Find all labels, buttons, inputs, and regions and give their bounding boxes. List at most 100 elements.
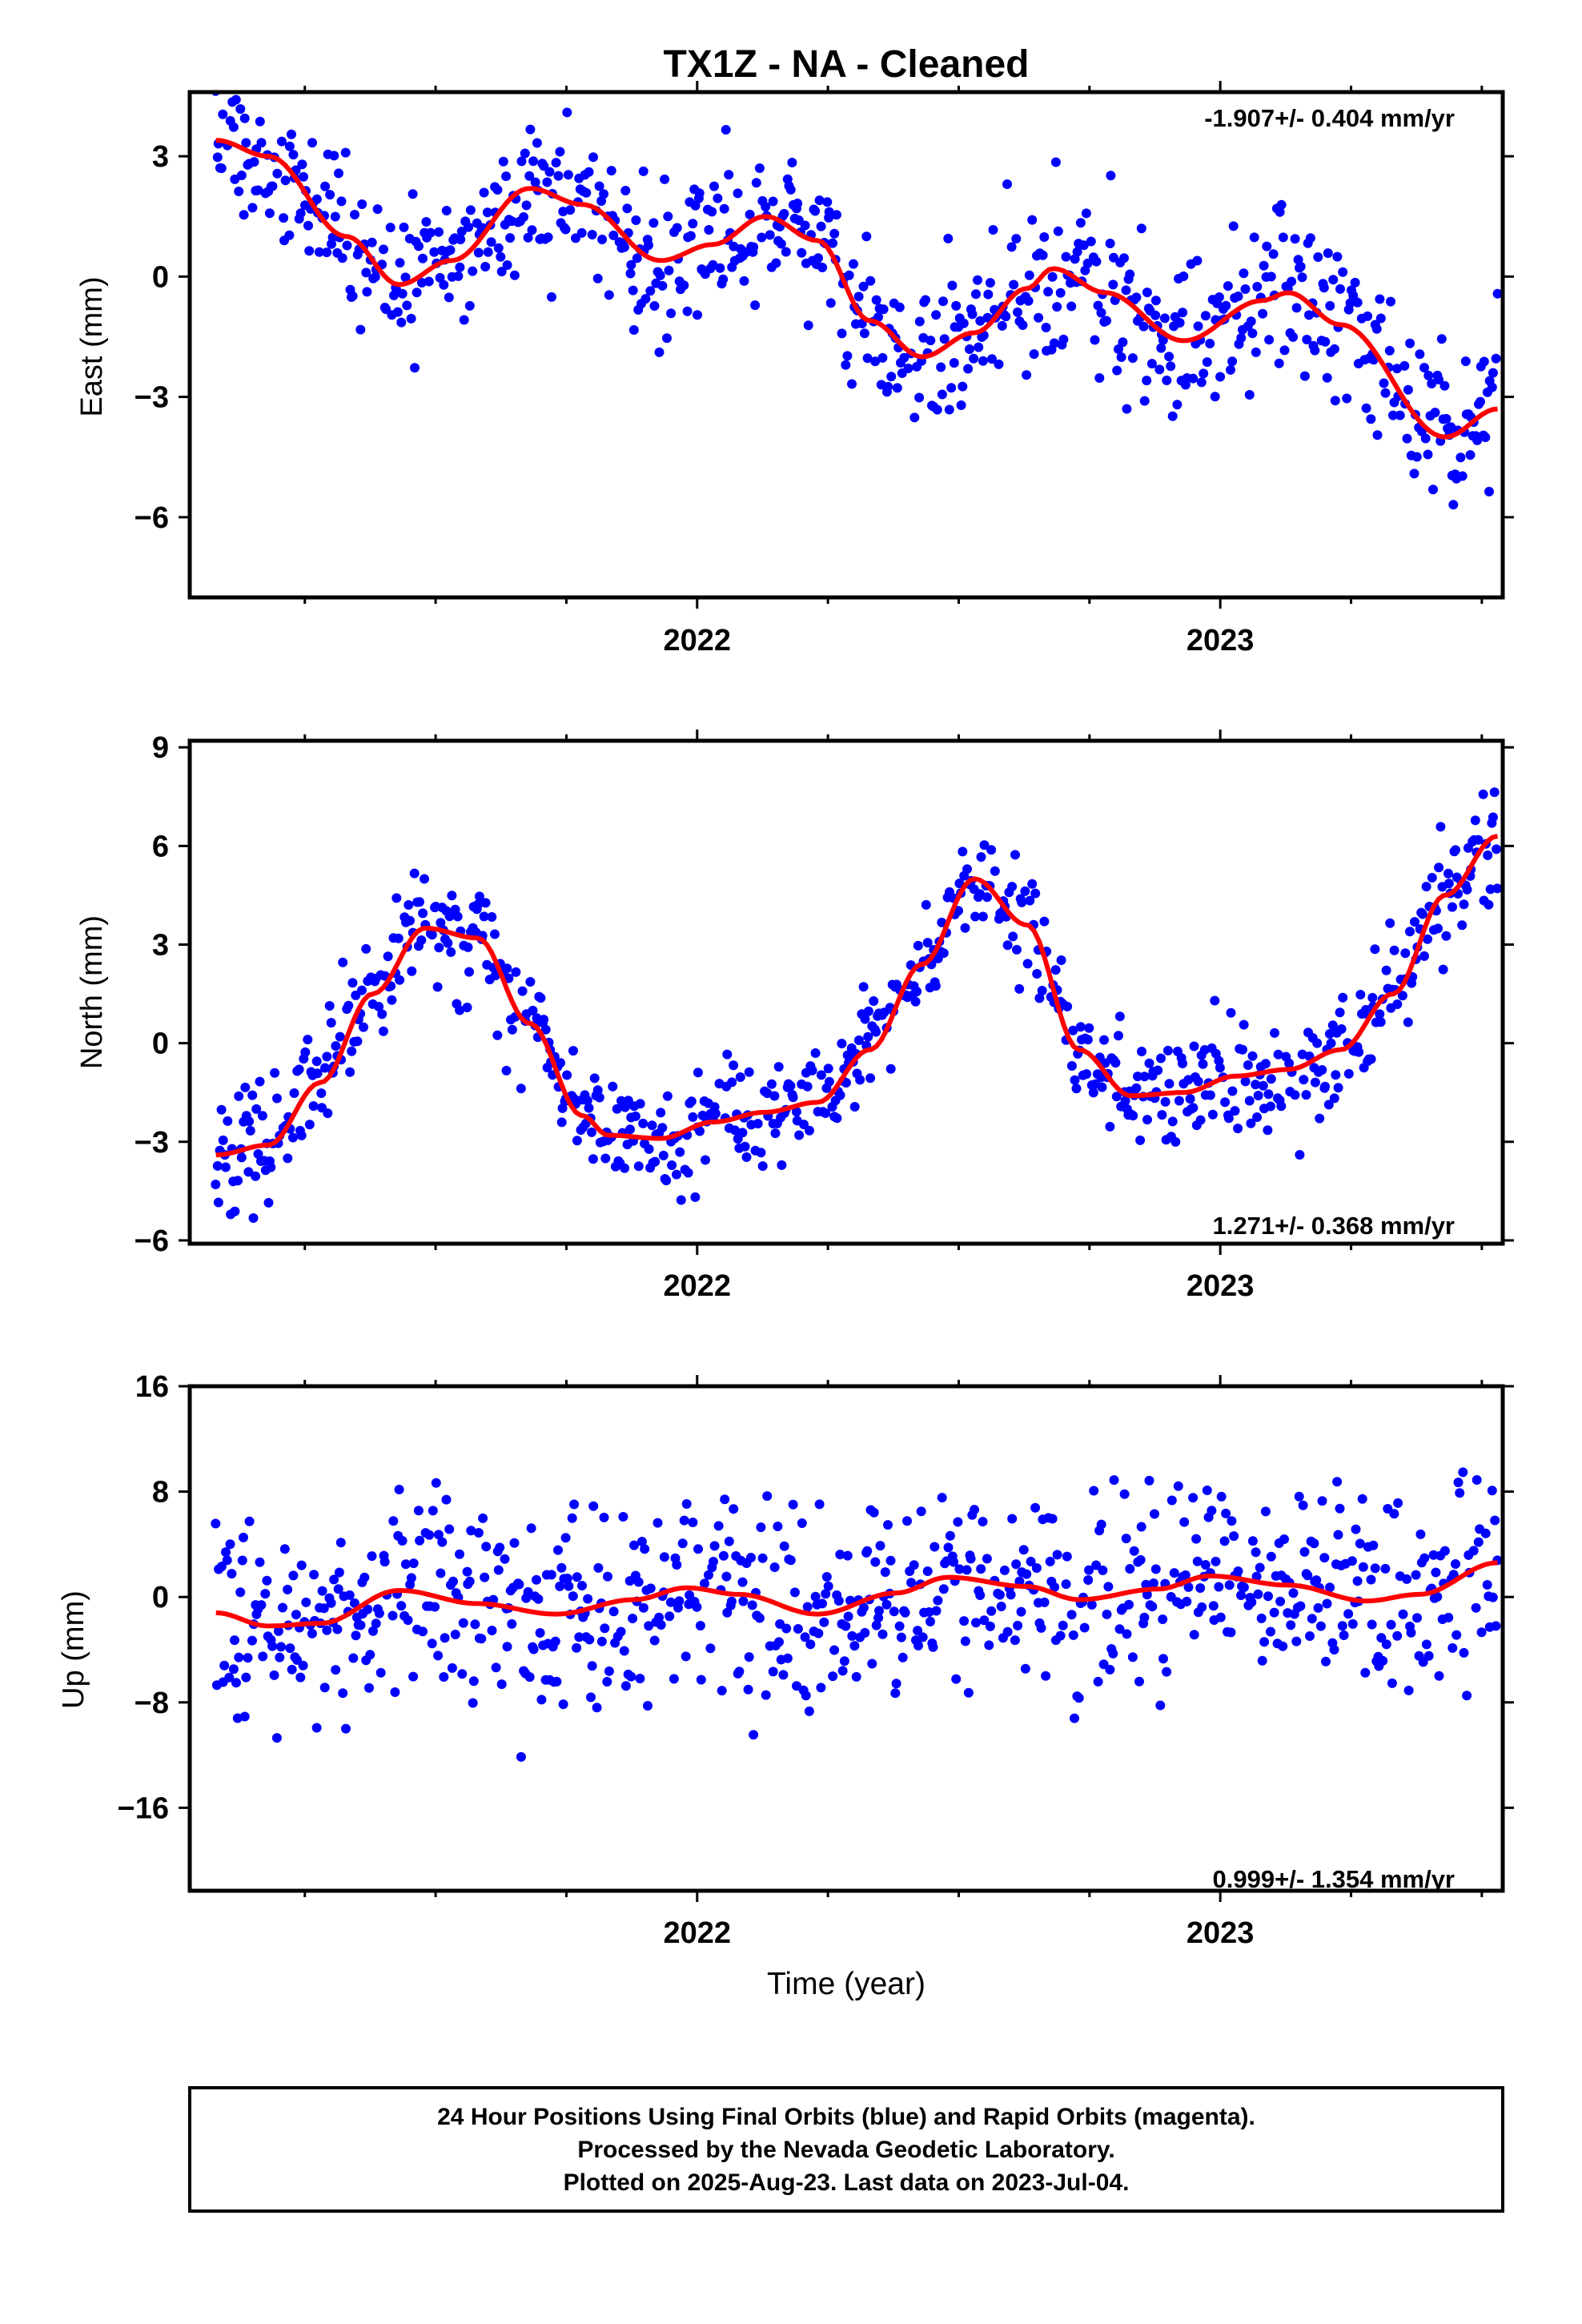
north-data-point <box>1012 944 1022 955</box>
up-data-point <box>704 1570 713 1580</box>
up-data-point <box>1295 1601 1306 1611</box>
up-data-point <box>1286 1620 1296 1630</box>
north-data-point <box>266 1162 276 1172</box>
up-data-point <box>448 1576 458 1586</box>
east-data-point <box>456 235 466 244</box>
east-data-point <box>997 320 1007 331</box>
up-data-point <box>1192 1556 1203 1566</box>
up-data-point <box>874 1606 884 1616</box>
north-data-point <box>638 1118 648 1128</box>
east-data-point <box>918 332 929 343</box>
up-data-point <box>1317 1496 1327 1506</box>
x-axis-label: Time (year) <box>767 1967 926 2001</box>
east-ytick-label: −3 <box>135 381 169 415</box>
up-data-point <box>833 1596 844 1606</box>
up-data-point <box>1452 1630 1462 1640</box>
up-data-point <box>877 1629 888 1639</box>
north-data-point <box>211 1180 221 1189</box>
north-data-point <box>1333 1083 1343 1093</box>
east-data-point <box>424 276 434 287</box>
east-data-point <box>938 296 948 307</box>
up-data-point <box>636 1537 647 1546</box>
up-data-point <box>400 1559 411 1570</box>
up-data-point <box>1406 1627 1416 1638</box>
up-data-point <box>1335 1503 1345 1514</box>
up-data-point <box>1381 1639 1391 1650</box>
east-data-point <box>465 205 476 215</box>
north-data-point <box>794 1130 805 1140</box>
north-data-point <box>1220 1097 1231 1108</box>
north-data-point <box>443 938 453 948</box>
up-data-point <box>219 1660 230 1671</box>
up-data-point <box>1031 1563 1042 1573</box>
up-data-point <box>408 1558 419 1569</box>
up-data-point <box>619 1646 629 1656</box>
north-data-point <box>661 1176 672 1186</box>
north-data-point <box>1244 1096 1255 1106</box>
up-data-point <box>1180 1570 1191 1580</box>
east-data-point <box>576 227 587 238</box>
east-data-point <box>1384 345 1395 356</box>
east-data-point <box>395 258 405 268</box>
north-data-point <box>1022 959 1033 969</box>
east-data-point <box>761 202 771 212</box>
north-data-point <box>434 943 444 953</box>
east-data-point <box>532 138 542 148</box>
north-ytick-label: 9 <box>152 731 169 765</box>
north-data-point <box>324 1001 335 1011</box>
north-data-point <box>662 1091 673 1101</box>
up-data-point <box>773 1522 783 1531</box>
north-data-point <box>409 868 420 879</box>
north-data-point <box>979 840 990 850</box>
east-data-point <box>1075 218 1086 228</box>
up-data-point <box>782 1653 793 1663</box>
east-data-point <box>1139 396 1150 406</box>
up-data-point <box>440 1633 450 1643</box>
east-data-point <box>1034 312 1044 323</box>
up-xtick-label: 2023 <box>1186 1916 1255 1950</box>
up-data-point <box>1036 1622 1046 1633</box>
east-data-point <box>1448 500 1459 510</box>
up-data-point <box>1423 1651 1434 1661</box>
east-data-point <box>1078 240 1089 251</box>
east-data-point <box>721 125 731 135</box>
up-data-point <box>1251 1547 1261 1558</box>
east-data-point <box>1150 310 1161 320</box>
up-data-point <box>781 1623 792 1634</box>
up-data-point <box>842 1550 853 1561</box>
north-data-point <box>1427 873 1437 883</box>
up-data-point <box>638 1602 648 1613</box>
north-data-point <box>741 1152 752 1162</box>
north-data-point <box>516 1084 526 1094</box>
east-data-point <box>1313 252 1323 262</box>
up-data-point <box>1197 1602 1207 1612</box>
east-data-point <box>307 138 317 148</box>
north-data-point <box>378 1026 388 1036</box>
up-data-point <box>1259 1637 1270 1647</box>
up-data-point <box>913 1640 923 1651</box>
east-data-point <box>439 279 449 290</box>
east-data-point <box>663 211 673 222</box>
north-data-point <box>871 1027 881 1037</box>
east-data-point <box>486 237 496 247</box>
east-axis-label: East (mm) <box>75 276 109 416</box>
up-data-point <box>1148 1578 1158 1588</box>
up-data-point <box>1411 1570 1421 1580</box>
up-data-point <box>1207 1506 1217 1516</box>
east-data-point <box>1247 328 1258 339</box>
up-data-point <box>307 1628 317 1638</box>
east-data-point <box>330 211 340 222</box>
east-data-point <box>340 147 351 158</box>
east-data-point <box>455 262 465 272</box>
north-data-point <box>517 986 528 996</box>
east-data-point <box>1428 485 1438 495</box>
east-data-point <box>314 247 324 257</box>
up-data-point <box>224 1672 235 1683</box>
up-data-point <box>1257 1655 1267 1666</box>
up-data-point <box>535 1628 545 1638</box>
east-data-point <box>1252 282 1263 292</box>
north-data-point <box>922 938 933 948</box>
up-data-point <box>550 1636 560 1647</box>
north-data-point <box>1253 1091 1263 1100</box>
east-data-point <box>666 308 677 319</box>
